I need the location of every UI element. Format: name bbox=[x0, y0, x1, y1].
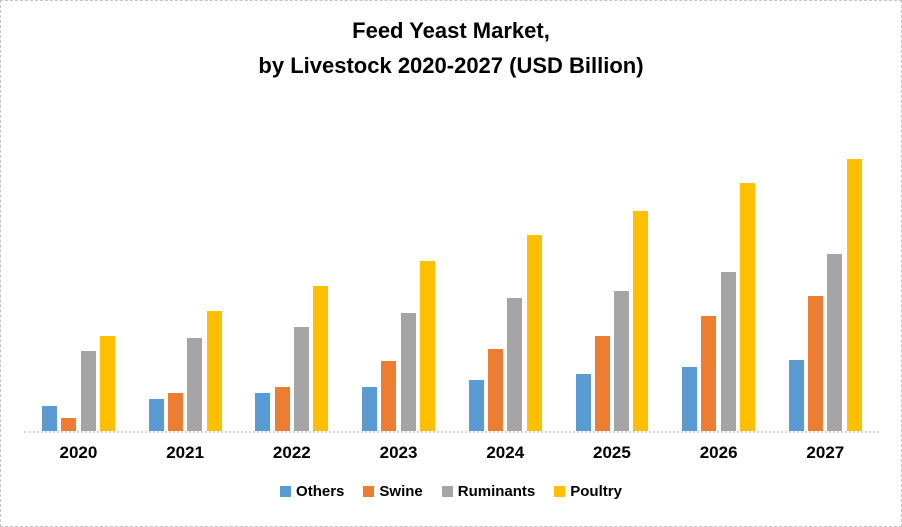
bar-poultry-2021 bbox=[206, 311, 222, 431]
legend-swatch-others bbox=[280, 486, 292, 497]
bar-others-2021 bbox=[148, 399, 164, 431]
bar-swine-2024 bbox=[488, 349, 504, 431]
bar-poultry-2026 bbox=[740, 183, 756, 431]
bar-group-2023 bbox=[362, 131, 435, 431]
x-axis-label-2023: 2023 bbox=[379, 443, 418, 462]
bar-swine-2026 bbox=[701, 316, 717, 431]
bar-ruminants-2025 bbox=[614, 291, 630, 431]
legend-label-ruminants: Ruminants bbox=[457, 483, 536, 500]
legend-swatch-poultry bbox=[554, 486, 566, 497]
plot-area bbox=[24, 131, 879, 433]
bar-ruminants-2027 bbox=[827, 254, 843, 431]
bar-poultry-2020 bbox=[99, 336, 115, 431]
bar-others-2027 bbox=[788, 360, 804, 431]
bar-poultry-2022 bbox=[313, 286, 329, 431]
legend: Others Swine Ruminants Poultry bbox=[1, 483, 901, 500]
legend-item-poultry: Poultry bbox=[554, 483, 622, 500]
bar-ruminants-2022 bbox=[293, 327, 309, 431]
legend-label-poultry: Poultry bbox=[570, 483, 622, 500]
bar-poultry-2027 bbox=[846, 159, 862, 431]
legend-label-swine: Swine bbox=[379, 483, 423, 500]
bar-group-2026 bbox=[682, 131, 756, 431]
bar-ruminants-2024 bbox=[507, 298, 523, 431]
bar-others-2025 bbox=[575, 374, 591, 431]
x-axis-label-2025: 2025 bbox=[593, 443, 631, 462]
bar-swine-2025 bbox=[594, 336, 610, 431]
legend-item-ruminants: Ruminants bbox=[441, 483, 536, 500]
x-axis-label-2021: 2021 bbox=[166, 443, 205, 462]
x-axis-label-2020: 2020 bbox=[59, 443, 98, 462]
bar-poultry-2025 bbox=[633, 211, 649, 431]
bar-ruminants-2021 bbox=[187, 338, 203, 431]
chart-title: Feed Yeast Market, by Livestock 2020-202… bbox=[258, 18, 644, 78]
bar-swine-2020 bbox=[61, 418, 77, 431]
legend-item-others: Others bbox=[280, 483, 344, 500]
x-axis-label-2024: 2024 bbox=[486, 443, 525, 462]
bar-others-2026 bbox=[682, 367, 698, 431]
bar-group-2027 bbox=[788, 131, 862, 431]
x-axis-label-2026: 2026 bbox=[699, 443, 738, 462]
legend-label-others: Others bbox=[296, 483, 345, 500]
legend-item-swine: Swine bbox=[363, 483, 423, 500]
bar-swine-2021 bbox=[167, 393, 183, 431]
bar-poultry-2024 bbox=[526, 235, 542, 431]
bar-group-2021 bbox=[148, 131, 222, 431]
legend-swatch-ruminants bbox=[441, 486, 453, 497]
bar-group-2024 bbox=[468, 131, 542, 431]
bar-ruminants-2020 bbox=[80, 351, 96, 431]
bar-others-2022 bbox=[255, 393, 271, 431]
bar-others-2024 bbox=[468, 380, 484, 431]
bar-group-2025 bbox=[575, 131, 649, 431]
bar-poultry-2023 bbox=[419, 261, 435, 431]
bar-swine-2023 bbox=[381, 361, 397, 431]
legend-swatch-swine bbox=[363, 486, 375, 497]
x-axis-label-2027: 2027 bbox=[806, 443, 845, 462]
bar-group-2022 bbox=[255, 131, 329, 431]
bar-swine-2027 bbox=[808, 296, 824, 431]
x-axis-label-2022: 2022 bbox=[272, 443, 311, 462]
bar-ruminants-2023 bbox=[400, 313, 416, 431]
bar-others-2023 bbox=[362, 387, 378, 431]
bar-swine-2022 bbox=[274, 387, 290, 431]
bar-group-2020 bbox=[42, 131, 115, 431]
bar-others-2020 bbox=[42, 406, 57, 431]
bar-ruminants-2026 bbox=[720, 272, 736, 431]
